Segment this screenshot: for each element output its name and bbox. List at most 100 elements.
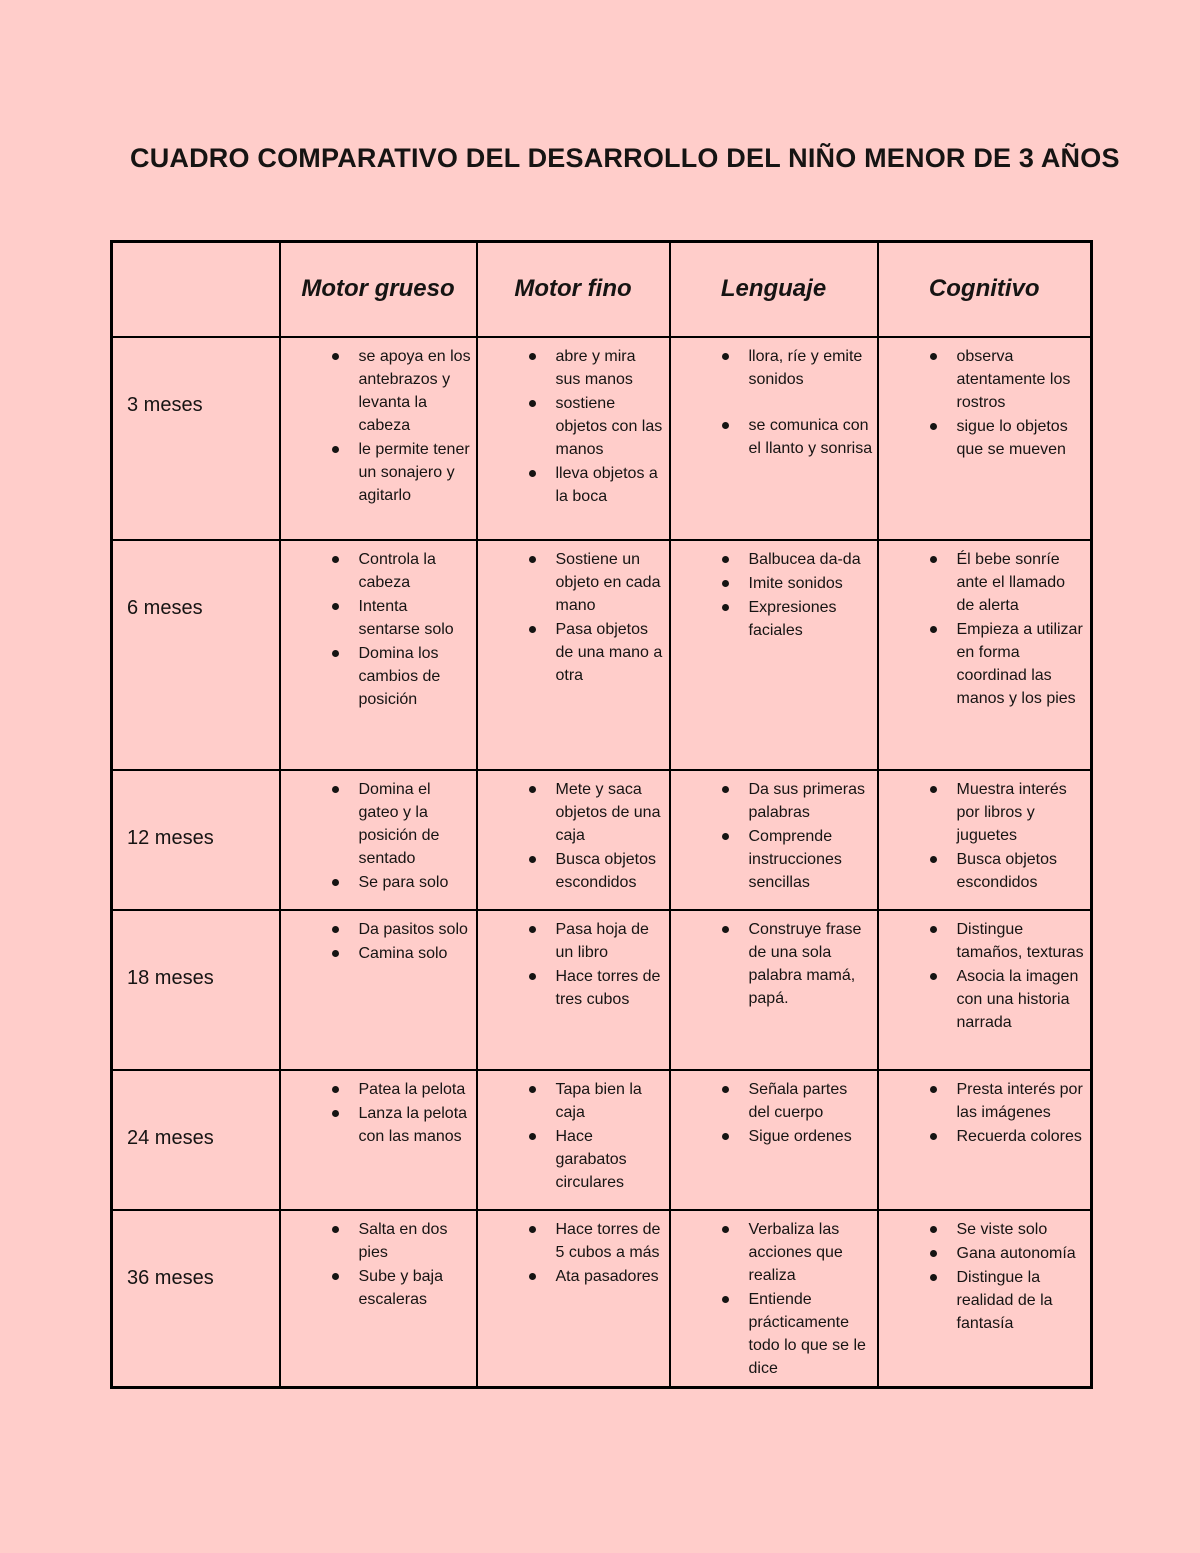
bullet-item: se apoya en los antebrazos y levanta la … [327, 345, 472, 437]
bullet-item: Pasa objetos de una mano a otra [524, 618, 665, 687]
column-header: Lenguaje [668, 240, 879, 338]
bullet-list: Él bebe sonríe ante el llamado de alerta… [879, 548, 1091, 710]
bullet-list: Salta en dos pies Sube y baja escaleras [281, 1218, 476, 1311]
bullet-item: Intenta sentarse solo [327, 595, 472, 641]
bullet-item: abre y mira sus manos [524, 345, 665, 391]
bullet-item: le permite tener un sonajero y agitarlo [327, 438, 472, 507]
bullet-list: Señala partes del cuerpo Sigue ordenes [671, 1078, 877, 1148]
milestone-cell: Pasa hoja de un libro Hace torres de tres… [475, 908, 671, 1071]
milestone-cell: Patea la pelota Lanza la pelota con las m… [278, 1068, 478, 1211]
bullet-list: Presta interés por las imágenes Recuerda … [879, 1078, 1091, 1148]
table-row: 6 meses Controla la cabeza Intenta sentars… [110, 538, 1093, 771]
bullet-list: Da sus primeras palabras Comprende instru… [671, 778, 877, 894]
bullet-list: Muestra interés por libros y juguetes Bus… [879, 778, 1091, 894]
bullet-item: Él bebe sonríe ante el llamado de alerta [925, 548, 1087, 617]
bullet-list: llora, ríe y emite sonidos se comunica co… [671, 345, 877, 460]
bullet-list: abre y mira sus manos sostiene objetos co… [478, 345, 669, 508]
header-row: Motor grueso Motor fino Lenguaje Cognitivo [110, 240, 1093, 338]
corner-cell [110, 240, 281, 338]
bullet-item: llora, ríe y emite sonidos [717, 345, 873, 391]
page-title: CUADRO COMPARATIVO DEL DESARROLLO DEL NI… [130, 143, 1120, 173]
row-label: 24 meses [110, 1068, 281, 1211]
bullet-item: Construye frase de una sola palabra mamá… [717, 918, 873, 1010]
milestone-cell: Controla la cabeza Intenta sentarse solo D… [278, 538, 478, 771]
bullet-item: Señala partes del cuerpo [717, 1078, 873, 1124]
milestone-cell: Distingue tamaños, texturas Asocia la ima… [876, 908, 1093, 1071]
bullet-item: Patea la pelota [327, 1078, 472, 1101]
bullet-item: Busca objetos escondidos [925, 848, 1087, 894]
bullet-item: Hace torres de tres cubos [524, 965, 665, 1011]
table-row: 36 meses Salta en dos pies Sube y baja esc… [110, 1208, 1093, 1388]
bullet-list: Verbaliza las acciones que realiza Entien… [671, 1218, 877, 1380]
bullet-list: se apoya en los antebrazos y levanta la … [281, 345, 476, 507]
bullet-item: Controla la cabeza [327, 548, 472, 594]
development-table: Motor grueso Motor fino Lenguaje Cognitivo … [110, 240, 1093, 1389]
milestone-cell: Muestra interés por libros y juguetes Bus… [876, 768, 1093, 911]
milestone-cell: Sostiene un objeto en cada mano Pasa obje… [475, 538, 671, 771]
bullet-item: Asocia la imagen con una historia narrad… [925, 965, 1087, 1034]
table-row: 18 meses Da pasitos solo Camina solo Pasa h… [110, 908, 1093, 1071]
bullet-item: Ata pasadores [524, 1265, 665, 1288]
bullet-item: Balbucea da-da [717, 548, 873, 571]
bullet-item: se comunica con el llanto y sonrisa [717, 414, 873, 460]
milestone-cell: Da pasitos solo Camina solo [278, 908, 478, 1071]
bullet-item: Se para solo [327, 871, 472, 894]
milestone-cell: observa atentamente los rostros sigue lo … [876, 335, 1093, 541]
bullet-item: Sostiene un objeto en cada mano [524, 548, 665, 617]
bullet-item: Gana autonomía [925, 1242, 1087, 1265]
bullet-item: Presta interés por las imágenes [925, 1078, 1087, 1124]
bullet-item: Expresiones faciales [717, 596, 873, 642]
bullet-item: Hace torres de 5 cubos a más [524, 1218, 665, 1264]
bullet-item: Empieza a utilizar en forma coordinad la… [925, 618, 1087, 710]
bullet-item: Pasa hoja de un libro [524, 918, 665, 964]
table-row: 3 meses se apoya en los antebrazos y leva… [110, 335, 1093, 541]
row-label: 6 meses [110, 538, 281, 771]
bullet-list: Balbucea da-da Imite sonidos Expresiones f… [671, 548, 877, 642]
bullet-list: Controla la cabeza Intenta sentarse solo D… [281, 548, 476, 711]
bullet-item: Se viste solo [925, 1218, 1087, 1241]
bullet-item: lleva objetos a la boca [524, 462, 665, 508]
bullet-item: Muestra interés por libros y juguetes [925, 778, 1087, 847]
bullet-list: Hace torres de 5 cubos a más Ata pasadore… [478, 1218, 669, 1288]
bullet-list: Se viste solo Gana autonomía Distingue la … [879, 1218, 1091, 1335]
bullet-list: Distingue tamaños, texturas Asocia la ima… [879, 918, 1091, 1034]
bullet-item: Imite sonidos [717, 572, 873, 595]
bullet-list: Domina el gateo y la posición de sentado… [281, 778, 476, 894]
bullet-item: Da pasitos solo [327, 918, 472, 941]
column-header: Motor grueso [278, 240, 478, 338]
milestone-cell: Da sus primeras palabras Comprende instru… [668, 768, 879, 911]
row-label: 12 meses [110, 768, 281, 911]
bullet-item: sostiene objetos con las manos [524, 392, 665, 461]
bullet-item: Lanza la pelota con las manos [327, 1102, 472, 1148]
bullet-item: Camina solo [327, 942, 472, 965]
bullet-item: Mete y saca objetos de una caja [524, 778, 665, 847]
milestone-cell: abre y mira sus manos sostiene objetos co… [475, 335, 671, 541]
bullet-item: Hace garabatos circulares [524, 1125, 665, 1194]
bullet-list: observa atentamente los rostros sigue lo … [879, 345, 1091, 461]
bullet-item: Distingue la realidad de la fantasía [925, 1266, 1087, 1335]
milestone-cell: Salta en dos pies Sube y baja escaleras [278, 1208, 478, 1388]
milestone-cell: Verbaliza las acciones que realiza Entien… [668, 1208, 879, 1388]
column-header: Cognitivo [876, 240, 1093, 338]
bullet-item: Domina los cambios de posición [327, 642, 472, 711]
milestone-cell: Presta interés por las imágenes Recuerda … [876, 1068, 1093, 1211]
bullet-list: Patea la pelota Lanza la pelota con las m… [281, 1078, 476, 1148]
bullet-list: Mete y saca objetos de una caja Busca obj… [478, 778, 669, 894]
row-label: 3 meses [110, 335, 281, 541]
bullet-list: Tapa bien la caja Hace garabatos circular… [478, 1078, 669, 1194]
bullet-item: Domina el gateo y la posición de sentado [327, 778, 472, 870]
row-label: 36 meses [110, 1208, 281, 1388]
milestone-cell: Él bebe sonríe ante el llamado de alerta… [876, 538, 1093, 771]
milestone-cell: Mete y saca objetos de una caja Busca obj… [475, 768, 671, 911]
milestone-cell: Domina el gateo y la posición de sentado… [278, 768, 478, 911]
bullet-item: Sube y baja escaleras [327, 1265, 472, 1311]
milestone-cell: Balbucea da-da Imite sonidos Expresiones f… [668, 538, 879, 771]
bullet-item: Da sus primeras palabras [717, 778, 873, 824]
milestone-cell: se apoya en los antebrazos y levanta la … [278, 335, 478, 541]
bullet-list: Da pasitos solo Camina solo [281, 918, 476, 965]
bullet-item: sigue lo objetos que se mueven [925, 415, 1087, 461]
table-row: 12 meses Domina el gateo y la posición de… [110, 768, 1093, 911]
milestone-cell: llora, ríe y emite sonidos se comunica co… [668, 335, 879, 541]
bullet-item: Distingue tamaños, texturas [925, 918, 1087, 964]
